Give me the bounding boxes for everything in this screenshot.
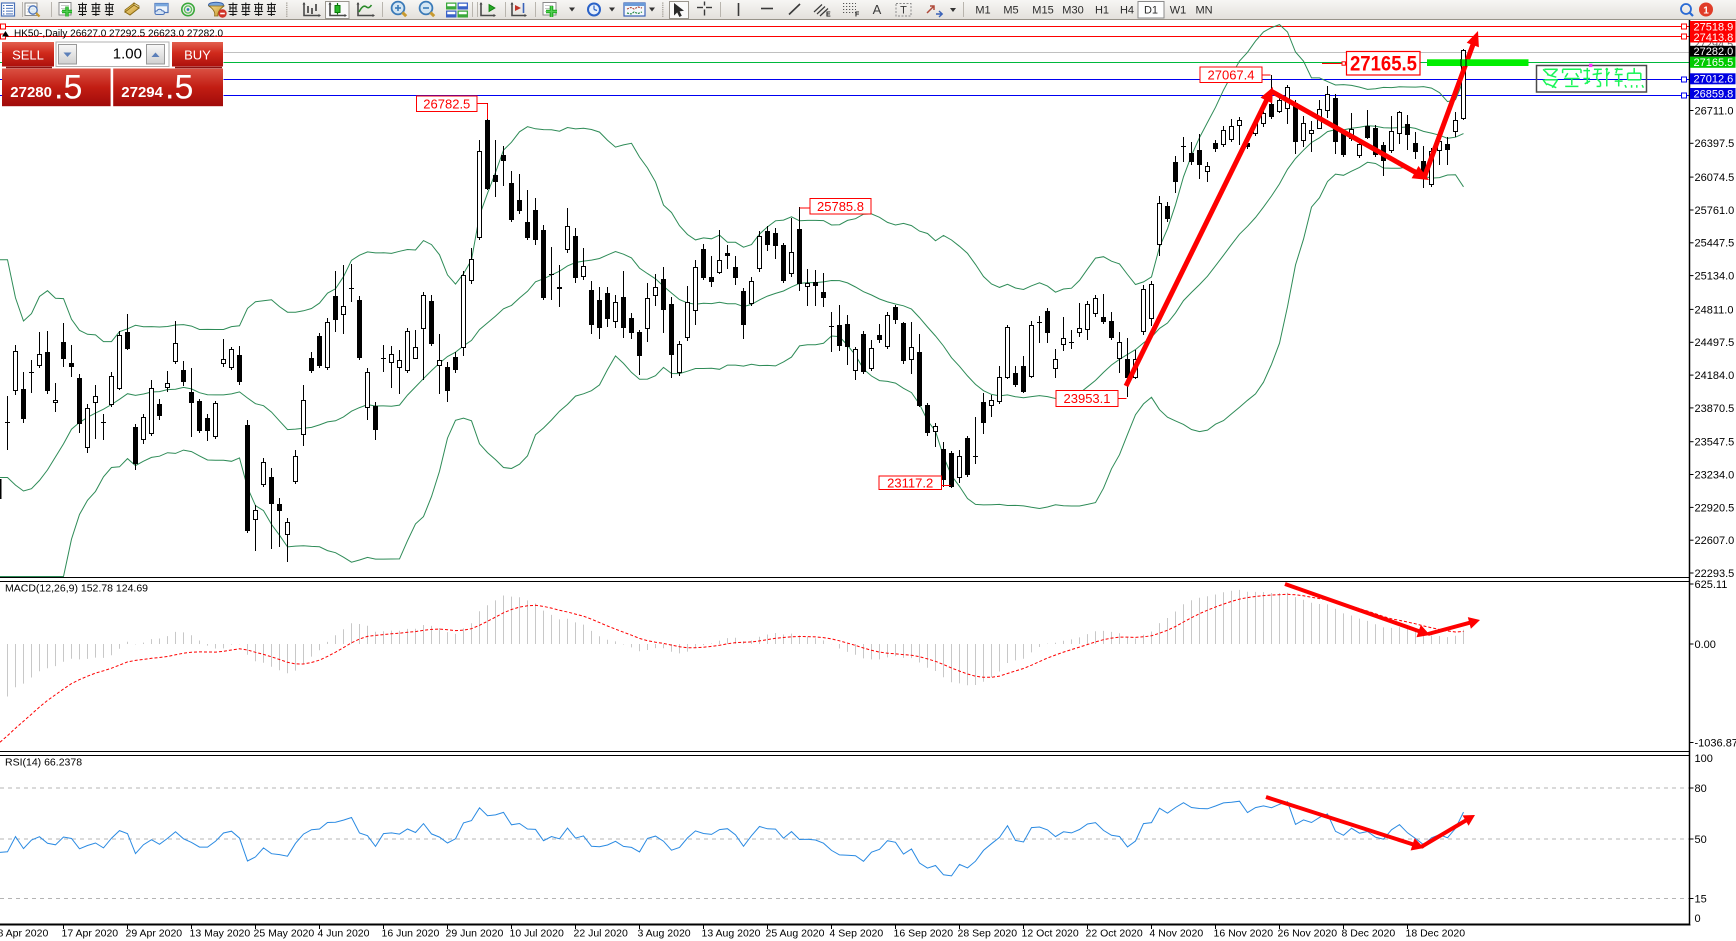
svg-text:23953.1: 23953.1: [1064, 391, 1111, 406]
svg-text:25785.8: 25785.8: [817, 199, 864, 214]
svg-text:8 Apr 2020: 8 Apr 2020: [0, 928, 48, 940]
svg-text:26074.5: 26074.5: [1695, 172, 1735, 184]
svg-text:25 Aug 2020: 25 Aug 2020: [766, 928, 825, 940]
svg-text:17 Apr 2020: 17 Apr 2020: [62, 928, 119, 940]
svg-text:13 May 2020: 13 May 2020: [190, 928, 251, 940]
svg-text:16 Nov 2020: 16 Nov 2020: [1214, 928, 1274, 940]
svg-text:3 Aug 2020: 3 Aug 2020: [638, 928, 691, 940]
svg-text:27165.5: 27165.5: [1350, 53, 1417, 76]
svg-text:.5: .5: [165, 69, 193, 107]
svg-text:27518.9: 27518.9: [1694, 21, 1734, 33]
svg-text:22293.5: 22293.5: [1695, 568, 1735, 580]
svg-text:M15: M15: [1032, 5, 1053, 17]
svg-text:4 Jun 2020: 4 Jun 2020: [318, 928, 370, 940]
svg-text:26859.8: 26859.8: [1694, 88, 1734, 100]
svg-text:4 Sep 2020: 4 Sep 2020: [830, 928, 884, 940]
svg-text:29 Apr 2020: 29 Apr 2020: [126, 928, 183, 940]
svg-text:MN: MN: [1195, 5, 1212, 17]
svg-text:27165.5: 27165.5: [1694, 57, 1734, 69]
svg-text:27294: 27294: [121, 84, 163, 101]
svg-text:W1: W1: [1170, 5, 1187, 17]
svg-text:-1036.87: -1036.87: [1695, 737, 1736, 749]
svg-text:25 May 2020: 25 May 2020: [254, 928, 315, 940]
svg-text:16 Sep 2020: 16 Sep 2020: [894, 928, 954, 940]
svg-text:M1: M1: [975, 5, 990, 17]
svg-text:27012.6: 27012.6: [1694, 74, 1734, 86]
svg-text:23117.2: 23117.2: [887, 475, 933, 490]
svg-text:26782.5: 26782.5: [423, 96, 470, 111]
svg-text:12 Oct 2020: 12 Oct 2020: [1022, 928, 1079, 940]
svg-text:16 Jun 2020: 16 Jun 2020: [382, 928, 440, 940]
svg-text:HK50-,Daily 26627.0 27292.5 2: HK50-,Daily 26627.0 27292.5 26623.0 2728…: [14, 29, 223, 40]
svg-text:18 Dec 2020: 18 Dec 2020: [1406, 928, 1466, 940]
svg-text:25447.5: 25447.5: [1695, 238, 1735, 250]
svg-text:625.11: 625.11: [1695, 579, 1728, 591]
svg-text:22607.0: 22607.0: [1695, 535, 1735, 547]
svg-text:23547.5: 23547.5: [1695, 437, 1735, 449]
svg-text:13 Aug 2020: 13 Aug 2020: [702, 928, 761, 940]
svg-text:4 Nov 2020: 4 Nov 2020: [1150, 928, 1204, 940]
svg-text:23234.0: 23234.0: [1695, 469, 1735, 481]
svg-text:25761.0: 25761.0: [1695, 205, 1735, 217]
svg-text:22 Jul 2020: 22 Jul 2020: [574, 928, 628, 940]
svg-text:24811.0: 24811.0: [1695, 304, 1734, 316]
svg-text:22 Oct 2020: 22 Oct 2020: [1086, 928, 1143, 940]
svg-text:1.00: 1.00: [113, 46, 142, 63]
svg-text:22920.5: 22920.5: [1695, 502, 1735, 514]
svg-text:27067.4: 27067.4: [1208, 67, 1255, 82]
svg-text:F: F: [855, 12, 860, 19]
svg-text:10 Jul 2020: 10 Jul 2020: [510, 928, 564, 940]
svg-text:27282.0: 27282.0: [1694, 46, 1734, 58]
svg-text:27280: 27280: [10, 84, 52, 101]
svg-text:0.00: 0.00: [1695, 639, 1716, 651]
svg-text:100: 100: [1695, 753, 1713, 765]
svg-text:26711.0: 26711.0: [1695, 105, 1734, 117]
svg-text:26 Nov 2020: 26 Nov 2020: [1278, 928, 1338, 940]
svg-text:M30: M30: [1062, 5, 1083, 17]
svg-text:MACD(12,26,9) 152.78 124.69: MACD(12,26,9) 152.78 124.69: [5, 583, 148, 595]
svg-text:A: A: [873, 2, 882, 17]
svg-text:8 Dec 2020: 8 Dec 2020: [1342, 928, 1396, 940]
svg-text:SELL: SELL: [12, 48, 44, 63]
svg-text:M5: M5: [1003, 5, 1018, 17]
svg-text:29 Jun 2020: 29 Jun 2020: [446, 928, 504, 940]
svg-text:24184.0: 24184.0: [1695, 370, 1735, 382]
svg-text:80: 80: [1695, 783, 1707, 795]
svg-text:BUY: BUY: [184, 48, 211, 63]
svg-text:26397.5: 26397.5: [1695, 138, 1735, 150]
svg-text:28 Sep 2020: 28 Sep 2020: [958, 928, 1018, 940]
svg-text:25134.0: 25134.0: [1695, 271, 1735, 283]
svg-text:24497.5: 24497.5: [1695, 337, 1735, 349]
svg-text:D1: D1: [1144, 5, 1158, 17]
svg-text:50: 50: [1695, 834, 1707, 846]
svg-text:H1: H1: [1095, 5, 1109, 17]
svg-text:23870.5: 23870.5: [1695, 403, 1735, 415]
svg-text:0: 0: [1695, 913, 1701, 925]
svg-text:T: T: [900, 5, 907, 17]
svg-text:1: 1: [1703, 6, 1709, 17]
svg-text:15: 15: [1695, 893, 1707, 905]
svg-text:27413.8: 27413.8: [1694, 32, 1734, 44]
svg-text:E: E: [826, 12, 831, 19]
svg-text:.5: .5: [54, 69, 82, 107]
svg-text:H4: H4: [1120, 5, 1134, 17]
svg-text:RSI(14) 66.2378: RSI(14) 66.2378: [5, 757, 82, 769]
